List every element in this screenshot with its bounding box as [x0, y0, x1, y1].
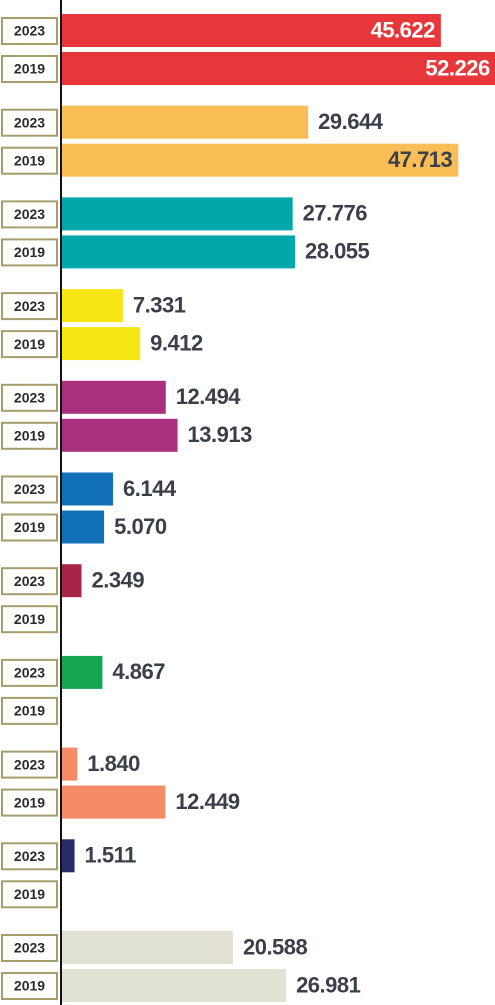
- series-label-box: [1, 880, 58, 909]
- series-label-box: [1, 842, 58, 871]
- series-label: 2023: [14, 114, 45, 130]
- value-label: 28.055: [305, 239, 370, 264]
- series-label: 2019: [14, 794, 45, 810]
- series-label: 2023: [14, 298, 45, 314]
- series-label: 2019: [14, 336, 45, 352]
- value-label: 9.412: [150, 330, 203, 355]
- series-label-box: [1, 750, 58, 779]
- series-label-box: [1, 658, 58, 687]
- value-label: 1.840: [87, 751, 140, 776]
- bar: [62, 969, 287, 1002]
- series-label-box: [1, 513, 58, 542]
- value-label: 1.511: [85, 843, 137, 868]
- bar: [62, 14, 441, 47]
- series-label-box: [1, 330, 58, 359]
- series-label-box: [1, 696, 58, 725]
- series-label: 2023: [14, 23, 45, 39]
- series-label-box: [1, 292, 58, 321]
- bar: [62, 510, 105, 544]
- series-label-box: [1, 475, 58, 504]
- series-label-box: [1, 605, 58, 634]
- series-label: 2019: [14, 519, 45, 535]
- value-label: 6.144: [123, 476, 177, 501]
- series-label: 2023: [14, 206, 45, 222]
- series-label-box: [1, 383, 58, 412]
- bar: [62, 931, 233, 964]
- series-label-box: [1, 972, 58, 1000]
- series-label: 2023: [14, 665, 45, 681]
- bar: [62, 655, 103, 689]
- value-label: 13.913: [188, 422, 253, 447]
- bar: [62, 197, 293, 231]
- series-label-box: [1, 146, 58, 175]
- bar: [62, 143, 459, 177]
- value-label: 52.226: [425, 55, 490, 80]
- series-label: 2023: [14, 481, 45, 497]
- value-label: 7.331: [133, 292, 186, 317]
- bar: [62, 52, 495, 85]
- series-label-box: [1, 934, 58, 962]
- series-label: 2023: [14, 573, 45, 589]
- series-label-box: [1, 200, 58, 229]
- series-label-box: [1, 17, 58, 45]
- bar: [62, 327, 141, 361]
- value-label: 12.449: [175, 789, 240, 814]
- bar: [62, 785, 166, 819]
- bar: [62, 235, 295, 269]
- series-label: 2019: [14, 428, 45, 444]
- value-label: 4.867: [112, 659, 165, 684]
- series-label-box: [1, 238, 58, 267]
- series-label-box: [1, 421, 58, 450]
- bar: [62, 289, 123, 323]
- bar: [62, 472, 114, 506]
- value-label: 20.588: [243, 934, 308, 959]
- value-label: 47.713: [388, 147, 453, 172]
- series-label: 2023: [14, 848, 45, 864]
- series-label: 2019: [14, 703, 45, 719]
- value-label: 45.622: [371, 17, 436, 42]
- bar: [62, 747, 78, 781]
- series-label: 2019: [14, 244, 45, 260]
- bar: [62, 839, 75, 873]
- value-label: 26.981: [296, 972, 361, 997]
- bar: [62, 105, 309, 139]
- bar: [62, 564, 82, 598]
- series-label: 2019: [14, 611, 45, 627]
- bar: [62, 380, 166, 414]
- series-label: 2019: [14, 886, 45, 902]
- series-label: 2019: [14, 978, 45, 994]
- series-label: 2019: [14, 152, 45, 168]
- series-label-box: [1, 108, 58, 137]
- series-label-box: [1, 55, 58, 83]
- series-label: 2023: [14, 756, 45, 772]
- value-label: 2.349: [92, 568, 145, 593]
- series-label: 2023: [14, 390, 45, 406]
- value-label: 12.494: [176, 384, 242, 409]
- value-label: 5.070: [114, 514, 167, 539]
- value-label: 27.776: [303, 201, 368, 226]
- bar: [62, 418, 178, 452]
- value-label: 29.644: [318, 109, 384, 134]
- series-label: 2019: [14, 61, 45, 77]
- series-label: 2023: [14, 940, 45, 956]
- series-label-box: [1, 788, 58, 817]
- series-label-box: [1, 567, 58, 596]
